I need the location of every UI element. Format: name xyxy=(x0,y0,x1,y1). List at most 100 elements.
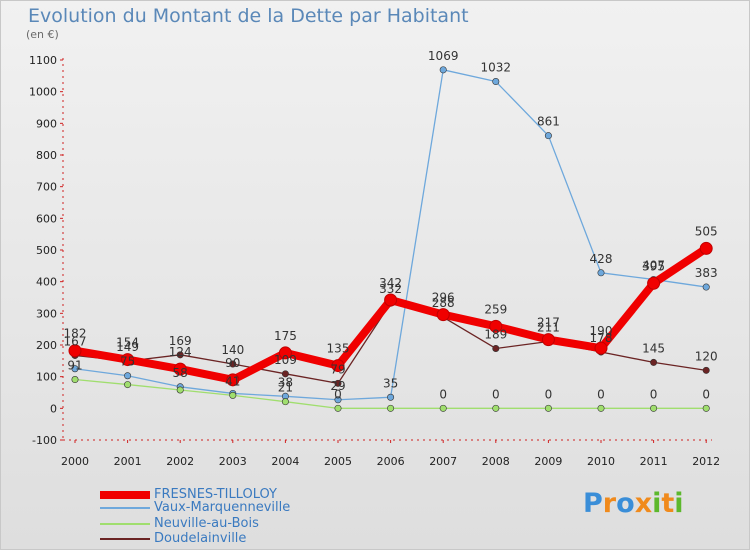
data-label: 38 xyxy=(278,375,293,389)
data-label: 0 xyxy=(597,387,605,401)
y-tick-label: 0 xyxy=(50,402,57,415)
legend-swatch xyxy=(100,507,150,509)
x-tick-label: 2009 xyxy=(534,455,562,468)
series-point-1 xyxy=(71,365,79,373)
series-point-2 xyxy=(176,386,184,394)
data-label: 211 xyxy=(537,321,560,335)
series-point-0 xyxy=(68,344,82,358)
data-label: 505 xyxy=(695,224,718,238)
series-point-2 xyxy=(702,404,710,412)
data-label: 1032 xyxy=(481,61,512,75)
series-point-2 xyxy=(597,404,605,412)
series-point-0 xyxy=(436,308,450,322)
series-point-0 xyxy=(384,293,398,307)
data-label: 0 xyxy=(702,387,710,401)
series-point-3 xyxy=(176,351,184,359)
x-tick-label: 2004 xyxy=(271,455,299,468)
series-point-2 xyxy=(439,404,447,412)
legend-label: Vaux-Marquenneville xyxy=(154,500,291,515)
data-label: 145 xyxy=(642,341,665,355)
y-tick-label: -100 xyxy=(32,434,57,447)
data-label: 149 xyxy=(116,340,139,354)
data-label: 21 xyxy=(278,381,293,395)
data-label: 154 xyxy=(116,336,139,350)
data-label: 383 xyxy=(695,266,718,280)
series-point-0 xyxy=(173,362,187,376)
data-label: 296 xyxy=(432,291,455,305)
chart-subtitle: (en €) xyxy=(26,28,59,41)
data-label: 167 xyxy=(64,334,87,348)
y-tick-label: 200 xyxy=(36,339,57,352)
legend-swatch xyxy=(100,523,150,525)
data-label: 190 xyxy=(590,324,613,338)
logo-letter: t xyxy=(661,488,675,519)
proxiti-logo: Proxiti xyxy=(583,488,684,519)
data-label: 35 xyxy=(383,376,398,390)
data-label: 0 xyxy=(650,387,658,401)
series-point-3 xyxy=(492,344,500,352)
logo-letter: i xyxy=(674,488,684,519)
legend-label: Neuville-au-Bois xyxy=(154,516,259,531)
series-point-0 xyxy=(699,241,713,255)
x-tick-label: 2012 xyxy=(692,455,720,468)
chart-title: Evolution du Montant de la Dette par Hab… xyxy=(28,5,469,27)
data-label: 395 xyxy=(642,259,665,273)
y-tick-label: 300 xyxy=(36,307,57,320)
legend-label: Doudelainville xyxy=(154,531,247,546)
y-tick-label: 1100 xyxy=(29,54,57,67)
data-label: 0 xyxy=(492,387,500,401)
series-point-2 xyxy=(387,404,395,412)
data-label: 75 xyxy=(120,355,135,369)
data-label: 182 xyxy=(64,327,87,341)
series-point-3 xyxy=(229,360,237,368)
data-label: 0 xyxy=(545,387,553,401)
series-point-1 xyxy=(597,269,605,277)
series-point-0 xyxy=(226,373,240,387)
data-label: 109 xyxy=(274,353,297,367)
data-label: 332 xyxy=(379,282,402,296)
series-point-2 xyxy=(71,376,79,384)
data-label: 169 xyxy=(169,334,192,348)
series-point-3 xyxy=(334,379,342,387)
data-label: 217 xyxy=(537,316,560,330)
series-point-3 xyxy=(702,366,710,374)
x-tick-label: 2006 xyxy=(377,455,405,468)
x-tick-label: 2008 xyxy=(482,455,510,468)
x-tick-label: 2000 xyxy=(61,455,89,468)
series-point-2 xyxy=(650,404,658,412)
logo-letter: i xyxy=(652,488,662,519)
y-tick-label: 500 xyxy=(36,244,57,257)
x-tick-label: 2003 xyxy=(219,455,247,468)
data-label: 428 xyxy=(590,252,613,266)
y-tick-label: 800 xyxy=(36,149,57,162)
logo-letter: r xyxy=(602,488,617,519)
y-tick-label: 900 xyxy=(36,117,57,130)
logo-letter: P xyxy=(583,488,603,519)
data-label: 407 xyxy=(642,258,665,272)
x-tick-label: 2007 xyxy=(429,455,457,468)
data-label: 29 xyxy=(330,379,345,393)
data-label: 178 xyxy=(590,331,613,345)
series-point-2 xyxy=(334,404,342,412)
data-label: 288 xyxy=(432,296,455,310)
data-label: 259 xyxy=(484,302,507,316)
x-tick-label: 2005 xyxy=(324,455,352,468)
data-label: 135 xyxy=(327,342,350,356)
series-point-0 xyxy=(278,346,292,360)
x-tick-label: 2001 xyxy=(114,455,142,468)
series-point-0 xyxy=(331,359,345,373)
series-point-2 xyxy=(492,404,500,412)
data-label: 41 xyxy=(225,374,240,388)
series-point-0 xyxy=(541,333,555,347)
y-tick-label: 700 xyxy=(36,181,57,194)
logo-letter: o xyxy=(616,488,635,519)
series-point-1 xyxy=(387,393,395,401)
data-label: 79 xyxy=(330,362,345,376)
data-label: 861 xyxy=(537,115,560,129)
y-tick-label: 600 xyxy=(36,212,57,225)
legend-label: FRESNES-TILLOLOY xyxy=(154,487,277,502)
y-tick-label: 400 xyxy=(36,276,57,289)
series-point-2 xyxy=(281,398,289,406)
